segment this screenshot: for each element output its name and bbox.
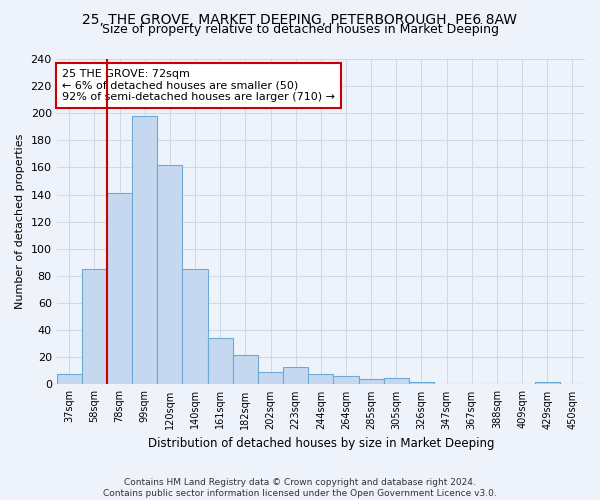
Text: 25 THE GROVE: 72sqm
← 6% of detached houses are smaller (50)
92% of semi-detache: 25 THE GROVE: 72sqm ← 6% of detached hou… [62, 69, 335, 102]
Bar [359, 379, 384, 384]
Text: Size of property relative to detached houses in Market Deeping: Size of property relative to detached ho… [101, 22, 499, 36]
Bar [334, 376, 359, 384]
Bar [233, 354, 258, 384]
Text: Contains HM Land Registry data © Crown copyright and database right 2024.
Contai: Contains HM Land Registry data © Crown c… [103, 478, 497, 498]
X-axis label: Distribution of detached houses by size in Market Deeping: Distribution of detached houses by size … [148, 437, 494, 450]
Bar [82, 269, 107, 384]
Bar [409, 382, 434, 384]
Bar [208, 338, 233, 384]
Bar [107, 193, 132, 384]
Bar [535, 382, 560, 384]
Bar [384, 378, 409, 384]
Bar [157, 165, 182, 384]
Y-axis label: Number of detached properties: Number of detached properties [15, 134, 25, 310]
Bar [308, 374, 334, 384]
Text: 25, THE GROVE, MARKET DEEPING, PETERBOROUGH, PE6 8AW: 25, THE GROVE, MARKET DEEPING, PETERBORO… [83, 12, 517, 26]
Bar [182, 269, 208, 384]
Bar [56, 374, 82, 384]
Bar [283, 367, 308, 384]
Bar [258, 372, 283, 384]
Bar [132, 116, 157, 384]
